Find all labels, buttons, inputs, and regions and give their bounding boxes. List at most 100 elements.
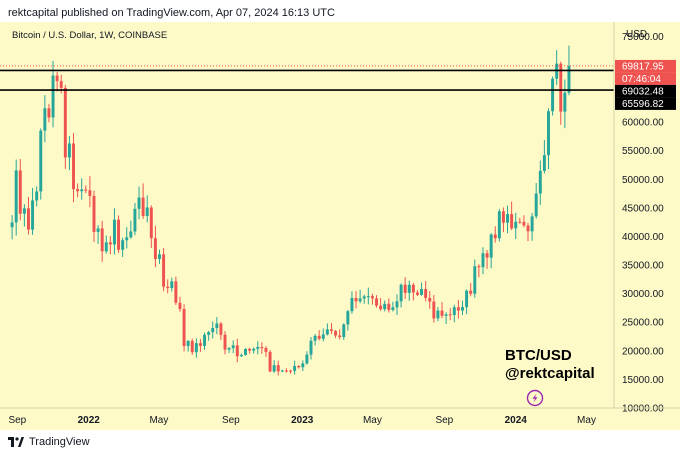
candle-body [125, 237, 129, 241]
price-chart[interactable]: 10000.00 15000.00 20000.00 25000.00 30000.00… [0, 22, 680, 430]
candle-body [178, 302, 182, 309]
candle-body [485, 253, 489, 258]
candle-body [47, 108, 51, 118]
candle-body [444, 314, 448, 316]
candle-body [440, 310, 444, 316]
price-label-text: 69032.48 [622, 87, 664, 98]
candle-body [31, 200, 35, 230]
candle-body [100, 228, 104, 252]
candle-body [506, 214, 510, 223]
candle-body [39, 130, 43, 192]
x-tick-label: 2023 [291, 415, 314, 426]
candle-body [313, 335, 317, 341]
candle-body [223, 334, 227, 350]
x-tick-label: Sep [8, 415, 26, 426]
candle-body [350, 298, 354, 312]
candle-body [542, 155, 546, 171]
candle-body [67, 143, 71, 158]
candle-body [383, 303, 387, 310]
candle-body [104, 242, 108, 252]
y-tick-label: 40000.00 [622, 232, 664, 243]
y-tick-label: 45000.00 [622, 203, 664, 214]
candle-body [481, 253, 485, 268]
candle-body [530, 216, 534, 232]
candle-body [411, 284, 415, 293]
price-label-box [615, 97, 676, 110]
candle-body [121, 240, 125, 250]
candle-body [436, 310, 440, 319]
candle-body [497, 211, 501, 239]
chart-area[interactable]: 10000.00 15000.00 20000.00 25000.00 30000.00… [0, 22, 680, 430]
candle-body [248, 348, 252, 351]
candle-body [26, 208, 30, 230]
time-axis[interactable]: Sep 2022 May Sep 2023 May Sep 2024 May [0, 407, 680, 426]
candle-body [379, 305, 383, 310]
tradingview-brand: TradingView [29, 436, 90, 448]
candle-body [18, 170, 22, 214]
candle-body [334, 330, 338, 336]
candle-body [448, 314, 452, 316]
candle-body [297, 366, 301, 368]
candle-body [252, 348, 256, 351]
candle-body [518, 221, 522, 223]
footer: TradingView [8, 436, 90, 448]
price-label-text: 07:46:04 [622, 74, 661, 85]
candle-body [22, 208, 26, 214]
candle-body [170, 281, 174, 289]
candle-body [424, 288, 428, 298]
candle-body [153, 238, 157, 259]
candle-body [407, 284, 411, 293]
candle-body [329, 329, 333, 331]
candle-body [338, 335, 342, 338]
annotation-handle: @rektcapital [505, 365, 595, 382]
candle-body [162, 254, 166, 287]
candle-body [280, 370, 284, 372]
lightning-icon[interactable] [526, 389, 544, 407]
candle-body [92, 195, 96, 232]
candle-body [362, 296, 366, 299]
candle-body [567, 65, 571, 93]
candle-body [108, 242, 112, 245]
candle-body [137, 197, 141, 209]
candle-body [198, 343, 202, 346]
candle-body [231, 345, 235, 349]
candle-body [563, 92, 567, 112]
candle-body [432, 301, 436, 319]
candle-body [559, 63, 563, 112]
candle-body [489, 234, 493, 258]
candle-body [203, 334, 207, 346]
candle-body [10, 222, 14, 228]
candle-body [207, 332, 211, 335]
candle-body [461, 307, 464, 311]
candle-body [88, 190, 92, 196]
candle-body [354, 298, 358, 302]
candle-body [510, 214, 514, 229]
candle-body [158, 254, 161, 259]
candle-body [391, 307, 395, 310]
y-tick-label: 35000.00 [622, 261, 664, 272]
y-tick-label: 20000.00 [622, 346, 664, 357]
x-tick-label: May [149, 415, 168, 426]
candle-body [289, 370, 293, 372]
candle-body [358, 298, 362, 302]
x-tick-label: 2022 [78, 415, 101, 426]
candle-body [239, 355, 243, 357]
candle-body [182, 308, 186, 346]
price-label-box [615, 84, 676, 98]
candle-body [370, 296, 374, 299]
y-tick-label: 60000.00 [622, 118, 664, 129]
candle-body [215, 323, 219, 329]
candle-body [309, 340, 313, 355]
candle-body [395, 301, 399, 308]
candle-body [194, 343, 198, 353]
candle-body [72, 143, 75, 190]
y-tick-label: 55000.00 [622, 146, 664, 157]
candle-body [129, 231, 133, 238]
candle-body [190, 340, 194, 353]
x-tick-label: Sep [222, 415, 240, 426]
y-tick-label: 25000.00 [622, 318, 664, 329]
y-tick-label: 15000.00 [622, 375, 664, 386]
candle-body [55, 75, 59, 82]
price-label-box [615, 72, 676, 85]
time-axis-background [0, 408, 680, 430]
